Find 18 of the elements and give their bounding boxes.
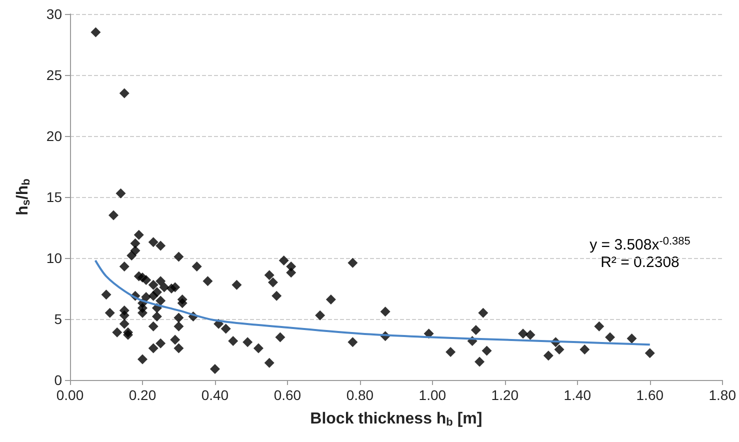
x-tick-label: 1.80 <box>708 387 736 403</box>
y-tick-label: 30 <box>46 6 62 22</box>
y-tick-label: 25 <box>46 67 62 83</box>
x-tick-label: 0.80 <box>346 387 374 403</box>
y-tick-label: 0 <box>54 372 62 388</box>
x-tick-label: 0.60 <box>274 387 302 403</box>
x-tick-label: 0.40 <box>201 387 229 403</box>
y-axis-title: hs/hb <box>14 178 32 216</box>
y-tick-label: 5 <box>54 311 62 327</box>
y-tick-label: 10 <box>46 250 62 266</box>
x-tick-label: 1.60 <box>636 387 664 403</box>
x-tick-label: 0.00 <box>56 387 84 403</box>
x-tick-label: 1.20 <box>491 387 519 403</box>
y-tick-label: 20 <box>46 128 62 144</box>
x-tick-label: 1.40 <box>564 387 592 403</box>
x-tick-label: 1.00 <box>418 387 446 403</box>
y-tick-label: 15 <box>46 189 62 205</box>
x-tick-label: 0.20 <box>128 387 156 403</box>
